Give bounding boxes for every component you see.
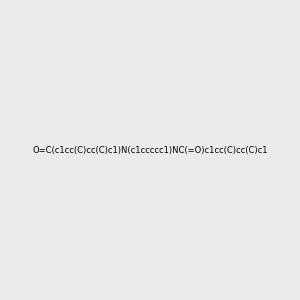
Text: O=C(c1cc(C)cc(C)c1)N(c1ccccc1)NC(=O)c1cc(C)cc(C)c1: O=C(c1cc(C)cc(C)c1)N(c1ccccc1)NC(=O)c1cc… <box>32 146 268 154</box>
